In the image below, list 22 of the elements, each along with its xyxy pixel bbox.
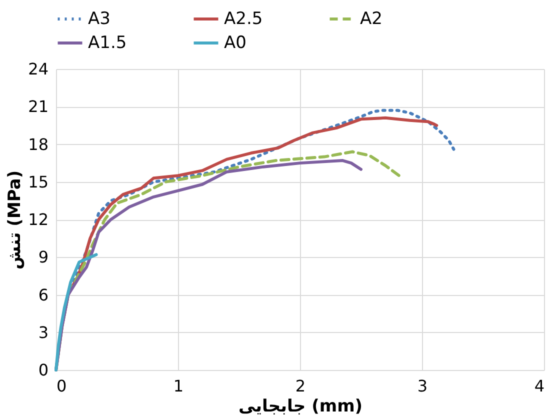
- y-tick-label: 6: [38, 285, 48, 304]
- x-axis-title: جابجایی (mm): [238, 396, 363, 416]
- line-series: [54, 253, 98, 372]
- legend-label: A0: [224, 33, 246, 53]
- legend-label: A2.5: [224, 9, 263, 29]
- y-axis-title: تنش (MPa): [5, 170, 26, 270]
- y-tick-label: 9: [38, 248, 48, 267]
- y-tick-label: 0: [38, 360, 48, 380]
- x-tick-label: 4: [534, 376, 544, 396]
- legend-label: A3: [88, 9, 110, 29]
- x-tick-label: 1: [173, 376, 184, 396]
- y-tick-label: 15: [28, 172, 48, 192]
- x-tick-label: 3: [417, 376, 428, 396]
- legend-label: A1.5: [88, 33, 127, 53]
- x-tick-label: 0: [56, 376, 67, 396]
- x-tick-label: 2: [295, 376, 306, 396]
- y-tick-label: 24: [28, 60, 48, 78]
- legend-label: A2: [360, 9, 382, 29]
- y-tick-label: 18: [28, 134, 48, 154]
- y-tick-label: 21: [28, 97, 48, 116]
- y-tick-label: 3: [38, 322, 48, 342]
- y-tick-label: 12: [28, 210, 48, 229]
